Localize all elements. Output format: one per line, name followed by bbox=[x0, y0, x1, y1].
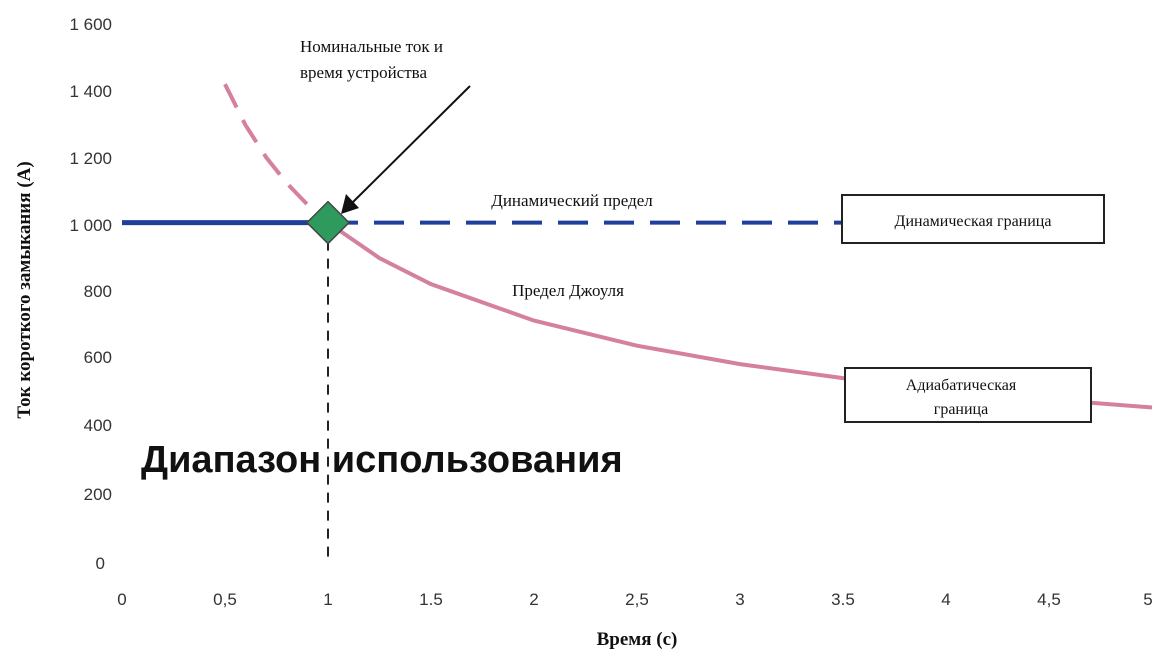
y-tick-label: 1 000 bbox=[69, 216, 112, 235]
x-tick-label: 4,5 bbox=[1037, 590, 1061, 609]
joule-limit-label: Предел Джоуля bbox=[512, 281, 624, 300]
x-tick-label: 1 bbox=[323, 590, 332, 609]
x-tick-label: 0,5 bbox=[213, 590, 237, 609]
y-tick-label: 400 bbox=[84, 416, 112, 435]
x-axis-title: Время (с) bbox=[597, 629, 678, 650]
adiabatic-boundary-label-line1: Адиабатическая bbox=[906, 377, 1017, 394]
adiabatic-boundary-label-line2: граница bbox=[934, 401, 988, 418]
y-tick-label: 800 bbox=[84, 282, 112, 301]
y-tick-label: 200 bbox=[84, 485, 112, 504]
x-tick-label: 3.5 bbox=[831, 590, 855, 609]
rated-point-marker bbox=[305, 200, 351, 245]
x-tick-labels: 0 0,5 1 1.5 2 2,5 3 3.5 4 4,5 5 bbox=[117, 590, 1152, 609]
rated-annotation-line2: время устройства bbox=[300, 63, 427, 82]
adiabatic-boundary-box bbox=[844, 367, 1092, 423]
x-tick-label: 0 bbox=[117, 590, 126, 609]
x-tick-label: 1.5 bbox=[419, 590, 443, 609]
x-tick-label: 2,5 bbox=[625, 590, 649, 609]
y-tick-label: 600 bbox=[84, 348, 112, 367]
joule-limit-line-dashed bbox=[223, 83, 330, 225]
rated-annotation-arrow bbox=[351, 85, 471, 204]
x-tick-label: 4 bbox=[941, 590, 950, 609]
rated-annotation-arrowhead bbox=[341, 194, 359, 214]
y-tick-label: 1 400 bbox=[69, 82, 112, 101]
y-tick-labels: 0 200 400 600 800 1 000 1 200 1 400 1 60… bbox=[69, 15, 112, 573]
y-tick-label: 1 600 bbox=[69, 15, 112, 34]
x-tick-label: 5 bbox=[1143, 590, 1152, 609]
series-lines bbox=[122, 83, 1153, 410]
dynamic-boundary-box bbox=[841, 194, 1105, 244]
x-tick-label: 3 bbox=[735, 590, 744, 609]
rated-annotation-line1: Номинальные ток и bbox=[300, 37, 443, 56]
y-tick-label: 0 bbox=[96, 554, 105, 573]
usage-range-label: Диапазон использования bbox=[141, 439, 623, 481]
x-tick-label: 2 bbox=[529, 590, 538, 609]
dynamic-limit-label: Динамический предел bbox=[491, 191, 653, 210]
y-axis-title: Ток короткого замыкания (А) bbox=[14, 161, 35, 418]
y-tick-label: 1 200 bbox=[69, 149, 112, 168]
dynamic-boundary-label: Динамическая граница bbox=[895, 213, 1052, 230]
